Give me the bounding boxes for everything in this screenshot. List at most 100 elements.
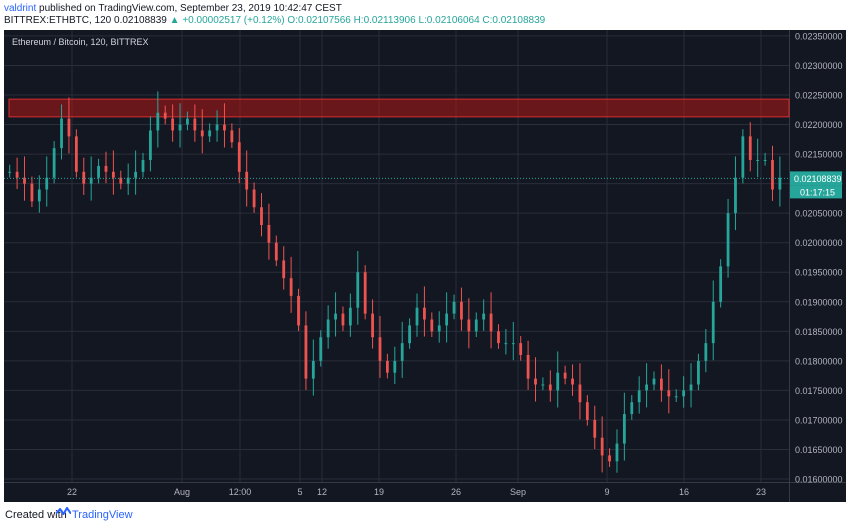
candle-body — [334, 313, 337, 320]
time-tick-label: 23 — [756, 487, 766, 497]
candle-body — [319, 337, 323, 361]
candle-body — [111, 171, 115, 178]
price-tick-label: 0.01950000 — [795, 268, 843, 278]
candle-body — [378, 337, 382, 361]
candle-body — [460, 301, 463, 320]
candle-body — [682, 390, 686, 397]
ohlc-values: O:0.02107566 H:0.02113906 L:0.02106064 C… — [287, 15, 546, 26]
current-price-badge — [790, 171, 842, 186]
price-tick-label: 0.02250000 — [795, 90, 843, 100]
candle-body — [578, 384, 582, 403]
candle-body — [637, 390, 641, 403]
time-tick-label: Sep — [510, 487, 526, 497]
price-tick-label: 0.02000000 — [795, 238, 843, 248]
candle-body — [467, 319, 471, 332]
candle-body — [778, 177, 782, 190]
candle-body — [297, 295, 300, 326]
candle-body — [660, 378, 663, 391]
candle-body — [652, 378, 656, 385]
candle-body — [230, 130, 234, 143]
candle-body — [741, 136, 745, 178]
candle-body — [385, 360, 389, 373]
candle-body — [371, 313, 374, 338]
price-tick-label: 0.02350000 — [795, 31, 843, 41]
candle-body — [756, 159, 760, 161]
candle-body — [60, 118, 63, 149]
time-tick-label: 9 — [604, 487, 609, 497]
candle-body — [52, 148, 56, 178]
candle-body — [748, 136, 752, 160]
tradingview-brand-link[interactable]: TradingView — [72, 509, 133, 521]
candle-body — [726, 213, 730, 267]
candle-body — [134, 171, 137, 178]
price-tick-label: 0.01750000 — [795, 386, 843, 396]
candle-body — [45, 177, 49, 190]
price-tick-label: 0.02050000 — [795, 209, 843, 219]
chart-area[interactable]: 0.02350000 0.02300000 0.02250000 0.02200000… — [4, 30, 846, 502]
candle-body — [326, 319, 330, 338]
candle-body — [356, 272, 360, 308]
time-tick-label: 16 — [679, 487, 689, 497]
candle-body — [282, 260, 286, 279]
symbol-label: BITTREX:ETHBTC, 120 — [4, 15, 112, 26]
candle-body — [186, 118, 189, 125]
last-price: 0.02108839 — [114, 15, 167, 26]
time-tick-label: 26 — [451, 487, 461, 497]
candle-body — [771, 159, 774, 190]
candle-body — [341, 313, 345, 326]
resistance-zone — [8, 98, 790, 118]
publish-info: valdrint published on TradingView.com, S… — [4, 3, 342, 14]
candle-body — [89, 177, 93, 184]
candle-body — [534, 378, 537, 385]
candle-body — [474, 319, 478, 332]
candle-body — [178, 124, 182, 131]
candle-body — [711, 301, 715, 344]
candle-body — [526, 354, 530, 379]
candle-body — [511, 343, 515, 345]
published-text: published on TradingView.com, September … — [39, 3, 342, 14]
candle-body — [548, 384, 552, 391]
countdown-label: 01:17:15 — [800, 187, 835, 197]
current-price-label: 0.02108839 — [794, 174, 842, 184]
author-link[interactable]: valdrint — [4, 3, 37, 14]
candle-body — [23, 177, 26, 184]
price-tick-label: 0.01900000 — [795, 297, 843, 307]
price-tick-label: 0.01700000 — [795, 415, 843, 425]
candle-body — [430, 319, 434, 332]
candle-body — [504, 343, 508, 345]
price-chart[interactable]: 0.02350000 0.02300000 0.02250000 0.02200000… — [4, 30, 846, 502]
candle-body — [674, 396, 678, 398]
candle-body — [82, 171, 86, 184]
candle-body — [497, 331, 500, 344]
candle-body — [541, 384, 545, 386]
candle-body — [97, 165, 100, 178]
candle-body — [304, 325, 308, 379]
time-tick-label: Aug — [174, 487, 190, 497]
candle-body — [600, 437, 604, 456]
candle-body — [363, 272, 367, 314]
candle-body — [563, 372, 567, 379]
candle-body — [667, 390, 671, 397]
candle-body — [163, 112, 167, 119]
candle-body — [482, 313, 486, 320]
candle-body — [348, 307, 352, 326]
candle-body — [200, 130, 204, 137]
candle-body — [423, 307, 426, 320]
candle-body — [252, 189, 256, 208]
candle-body — [445, 313, 449, 326]
candle-body — [274, 242, 278, 261]
time-tick-label: 22 — [67, 487, 77, 497]
candle-body — [622, 414, 626, 444]
candle-body — [193, 118, 197, 131]
price-axis — [789, 30, 846, 502]
candle-body — [149, 130, 152, 160]
candle-body — [393, 360, 397, 373]
candle-body — [585, 402, 589, 420]
chart-header: valdrint published on TradingView.com, S… — [0, 0, 850, 30]
chart-footer: Created with TradingView — [0, 502, 850, 526]
price-tick-label: 0.01600000 — [795, 475, 843, 485]
candle-body — [156, 112, 160, 131]
price-tick-label: 0.01650000 — [795, 445, 843, 455]
candle-body — [171, 118, 175, 131]
price-tick-label: 0.02150000 — [795, 150, 843, 160]
